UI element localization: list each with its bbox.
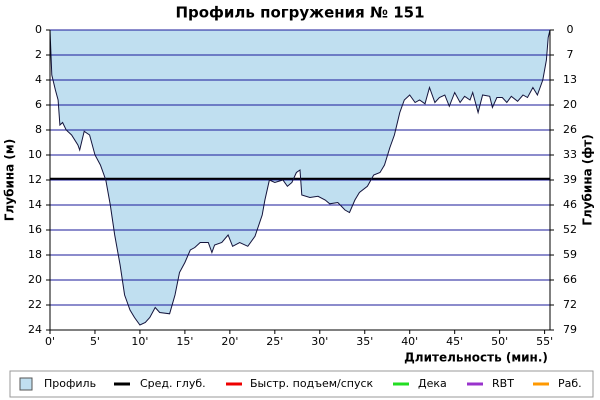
y-tick-label: 24 [28,323,42,336]
x-tick-label: 40' [401,335,418,348]
y-axis-title: Глубина (м) [3,139,17,221]
x-tick-label: 50' [491,335,508,348]
x-tick-label: 45' [446,335,463,348]
legend-label: Раб. [558,377,582,390]
y2-tick-label: 0 [567,23,574,36]
y2-tick-label: 39 [563,173,577,186]
profile-line [49,29,551,326]
y-tick-label: 10 [28,148,42,161]
y-tick-label: 4 [35,73,42,86]
legend-label: Быстр. подъем/спуск [250,377,374,390]
y-tick-label: 6 [35,98,42,111]
y-tick-label: 0 [35,23,42,36]
y-tick-label: 18 [28,248,42,261]
y-tick-label: 12 [28,173,42,186]
profile-area [50,30,550,325]
legend-label: RBT [492,377,514,390]
y2-tick-label: 46 [563,198,577,211]
x-tick-label: 55' [536,335,553,348]
y2-tick-label: 52 [563,223,577,236]
y2-tick-label: 33 [563,148,577,161]
x-tick-label: 25' [266,335,283,348]
legend-box [9,370,594,398]
y-tick-label: 22 [28,298,42,311]
y2-tick-label: 59 [563,248,577,261]
x-tick-label: 15' [176,335,193,348]
y2-tick-label: 79 [563,323,577,336]
chart-title: Профиль погружения № 151 [175,4,424,22]
y-tick-label: 16 [28,223,42,236]
x-tick-label: 10' [131,335,148,348]
y2-tick-label: 26 [563,123,577,136]
y2-tick-label: 20 [563,98,577,111]
legend-swatch [19,377,33,391]
y2-tick-label: 7 [567,48,574,61]
y-tick-label: 20 [28,273,42,286]
x-tick-label: 5' [90,335,100,348]
y2-tick-label: 13 [563,73,577,86]
legend-label: Профиль [44,377,96,390]
legend-label: Сред. глуб. [140,377,206,390]
x-tick-label: 30' [311,335,328,348]
x-axis-title: Длительность (мин.) [404,351,548,365]
y2-tick-label: 66 [563,273,577,286]
y-tick-label: 14 [28,198,42,211]
y2-axis-title: Глубина (фт) [581,134,595,225]
x-tick-label: 20' [221,335,238,348]
x-tick-label: 0' [45,335,55,348]
y-tick-label: 8 [35,123,42,136]
x-tick-label: 35' [356,335,373,348]
y2-tick-label: 72 [563,298,577,311]
legend-label: Дека [418,377,447,390]
y-tick-label: 2 [35,48,42,61]
